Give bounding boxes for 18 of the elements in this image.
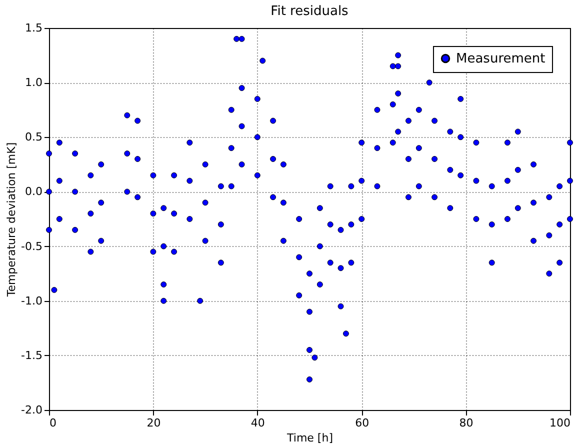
x-tick-label: 80 bbox=[459, 416, 474, 430]
legend-label: Measurement bbox=[456, 52, 546, 66]
x-tick-label: 20 bbox=[146, 416, 161, 430]
x-tick-label: 60 bbox=[355, 416, 370, 430]
chart-title: Fit residuals bbox=[270, 4, 349, 19]
y-tick-label: 1.5 bbox=[25, 22, 42, 34]
y-tick-label: -2.0 bbox=[21, 404, 42, 416]
x-tick-label: 100 bbox=[550, 416, 570, 430]
x-tick-label: 40 bbox=[250, 416, 265, 430]
x-axis-title: Time [h] bbox=[286, 432, 333, 444]
y-tick-label: 0.0 bbox=[25, 185, 42, 198]
y-tick-label: -0.5 bbox=[21, 240, 42, 253]
y-tick-label: -1.0 bbox=[21, 294, 42, 308]
x-tick-label: 0 bbox=[50, 416, 56, 430]
y-tick-label: 1.0 bbox=[25, 76, 42, 90]
y-tick-label: -1.5 bbox=[21, 348, 42, 362]
y-axis-title: Temperature deviation [mK] bbox=[5, 142, 18, 298]
y-tick-label: 0.5 bbox=[25, 130, 42, 144]
